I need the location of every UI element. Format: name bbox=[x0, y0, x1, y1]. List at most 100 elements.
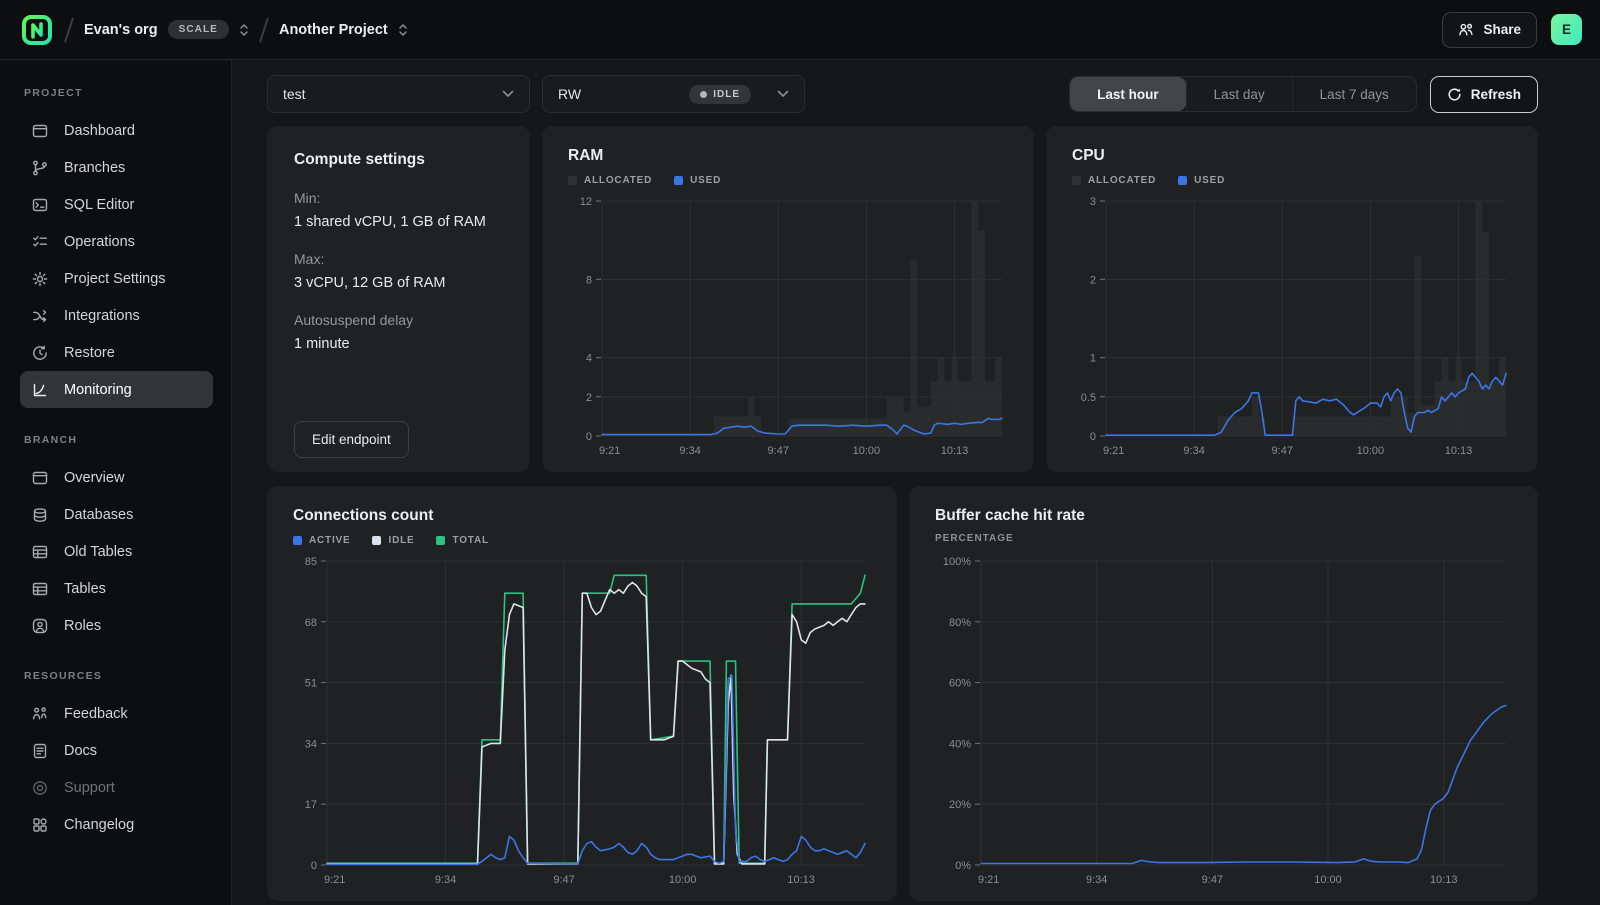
autosuspend-label: Autosuspend delay bbox=[294, 312, 414, 328]
sidebar-section: PROJECT Dashboard Branches SQL Editor Operat… bbox=[20, 87, 213, 408]
sidebar-item-overview[interactable]: Overview bbox=[20, 459, 213, 496]
sidebar-item-label: Databases bbox=[64, 506, 134, 523]
svg-text:9:34: 9:34 bbox=[1086, 874, 1107, 886]
sidebar-item-label: Tables bbox=[64, 580, 106, 597]
main-content: test RW IDLE Last hour Last day Last 7 d… bbox=[233, 61, 1600, 905]
svg-text:0%: 0% bbox=[955, 860, 971, 872]
branch-select[interactable]: test bbox=[267, 75, 530, 113]
sidebar-item-old-tables[interactable]: Old Tables bbox=[20, 533, 213, 570]
svg-text:0: 0 bbox=[311, 860, 317, 872]
compute-min-label: Min: bbox=[294, 190, 321, 206]
sidebar-item-label: Branches bbox=[64, 159, 126, 176]
buffer-cache-chart-card: Buffer cache hit rate PERCENTAGE 0% 20% 40… bbox=[909, 486, 1538, 901]
sidebar-item-label: Integrations bbox=[64, 307, 140, 324]
ram-chart-plot: 0 2 4 8 12 9:21 9:34 9:47 10:00 10:13 bbox=[568, 193, 1008, 462]
table-icon bbox=[31, 543, 49, 561]
sidebar-item-support[interactable]: Support bbox=[20, 769, 213, 806]
sidebar-item-feedback[interactable]: Feedback bbox=[20, 695, 213, 732]
neon-logo[interactable] bbox=[20, 13, 54, 47]
edit-endpoint-button[interactable]: Edit endpoint bbox=[294, 421, 409, 458]
share-button[interactable]: Share bbox=[1442, 11, 1537, 48]
sidebar-section-label: PROJECT bbox=[24, 87, 83, 99]
legend-item: IDLE bbox=[372, 533, 414, 547]
svg-text:68: 68 bbox=[305, 617, 317, 629]
endpoint-select[interactable]: RW IDLE bbox=[542, 75, 805, 113]
sidebar-section: BRANCH Overview Databases Old Tables Tables R… bbox=[20, 434, 213, 644]
project-selector-chevrons-icon[interactable] bbox=[398, 23, 408, 37]
refresh-label: Refresh bbox=[1470, 86, 1521, 102]
sidebar-item-project-settings[interactable]: Project Settings bbox=[20, 260, 213, 297]
svg-text:9:47: 9:47 bbox=[553, 874, 574, 886]
branch-select-value: test bbox=[283, 86, 306, 102]
sidebar-item-label: Changelog bbox=[64, 816, 135, 833]
svg-text:40%: 40% bbox=[949, 738, 971, 750]
share-label: Share bbox=[1483, 22, 1521, 37]
sidebar-item-roles[interactable]: Roles bbox=[20, 607, 213, 644]
svg-text:3: 3 bbox=[1090, 196, 1096, 208]
refresh-button[interactable]: Refresh bbox=[1429, 75, 1538, 113]
legend-item: USED bbox=[1178, 173, 1225, 187]
svg-text:8: 8 bbox=[586, 274, 592, 286]
chart-curve-icon bbox=[31, 381, 49, 399]
sidebar-item-integrations[interactable]: Integrations bbox=[20, 297, 213, 334]
circle-dot-icon bbox=[31, 779, 49, 797]
svg-text:80%: 80% bbox=[949, 617, 971, 629]
user-avatar[interactable]: E bbox=[1551, 14, 1582, 45]
compute-settings-title: Compute settings bbox=[294, 151, 425, 168]
connections-chart-card: Connections count ACTIVE IDLE TOTAL 0 17 34 5… bbox=[267, 486, 897, 901]
sidebar-item-label: Old Tables bbox=[64, 543, 133, 560]
sidebar-item-operations[interactable]: Operations bbox=[20, 223, 213, 260]
project-breadcrumb[interactable]: Another Project bbox=[279, 22, 408, 38]
org-breadcrumb[interactable]: Evan's org SCALE bbox=[84, 20, 249, 39]
project-name: Another Project bbox=[278, 21, 388, 38]
sidebar-item-sql-editor[interactable]: SQL Editor bbox=[20, 186, 213, 223]
checklist-icon bbox=[31, 233, 49, 251]
cpu-chart-card: CPU ALLOCATED USED 0 0.5 1 2 3 9:21 9:34 9:47 10:… bbox=[1046, 126, 1538, 472]
autosuspend-value: 1 minute bbox=[294, 336, 350, 352]
svg-text:85: 85 bbox=[305, 556, 317, 568]
svg-text:9:21: 9:21 bbox=[978, 874, 999, 886]
svg-text:9:21: 9:21 bbox=[1103, 445, 1124, 457]
sidebar-item-changelog[interactable]: Changelog bbox=[20, 806, 213, 843]
svg-text:10:13: 10:13 bbox=[787, 874, 815, 886]
svg-text:10:00: 10:00 bbox=[1314, 874, 1342, 886]
legend-swatch bbox=[1178, 175, 1188, 185]
time-range-last-hour[interactable]: Last hour bbox=[1070, 77, 1186, 111]
svg-text:10:13: 10:13 bbox=[1445, 445, 1473, 457]
time-range-segmented-control: Last hour Last day Last 7 days bbox=[1069, 76, 1417, 112]
table-icon bbox=[31, 580, 49, 598]
svg-text:9:21: 9:21 bbox=[324, 874, 345, 886]
legend-item: ACTIVE bbox=[293, 533, 350, 547]
time-range-last-7-days[interactable]: Last 7 days bbox=[1291, 77, 1416, 111]
chevron-down-icon bbox=[502, 90, 514, 98]
svg-text:4: 4 bbox=[586, 353, 592, 365]
org-selector-chevrons-icon[interactable] bbox=[239, 23, 249, 37]
svg-text:10:00: 10:00 bbox=[853, 445, 881, 457]
sidebar-item-label: Monitoring bbox=[64, 381, 132, 398]
sidebar-item-branches[interactable]: Branches bbox=[20, 149, 213, 186]
legend-swatch bbox=[568, 175, 577, 185]
sidebar-item-databases[interactable]: Databases bbox=[20, 496, 213, 533]
connections-chart-title: Connections count bbox=[293, 507, 434, 524]
endpoint-status-badge: IDLE bbox=[689, 84, 751, 104]
sidebar-item-monitoring[interactable]: Monitoring bbox=[20, 371, 213, 408]
legend-item: ALLOCATED bbox=[1072, 173, 1156, 187]
svg-text:9:47: 9:47 bbox=[1272, 445, 1293, 457]
breadcrumb-divider bbox=[64, 16, 74, 43]
sidebar-item-dashboard[interactable]: Dashboard bbox=[20, 112, 213, 149]
legend-label: ALLOCATED bbox=[584, 174, 653, 186]
status-dot-icon bbox=[700, 90, 708, 98]
sidebar-item-tables[interactable]: Tables bbox=[20, 570, 213, 607]
people-icon bbox=[31, 705, 49, 723]
endpoint-status-label: IDLE bbox=[713, 88, 740, 100]
svg-text:0.5: 0.5 bbox=[1081, 392, 1096, 404]
sidebar-item-restore[interactable]: Restore bbox=[20, 334, 213, 371]
buffer-cache-chart-title: Buffer cache hit rate bbox=[935, 507, 1085, 524]
svg-text:20%: 20% bbox=[949, 799, 971, 811]
sidebar-item-label: Operations bbox=[64, 233, 135, 250]
monitoring-toolbar: test RW IDLE Last hour Last day Last 7 d… bbox=[267, 75, 1538, 113]
legend-swatch bbox=[293, 535, 302, 545]
legend-label: USED bbox=[690, 174, 722, 186]
sidebar-item-docs[interactable]: Docs bbox=[20, 732, 213, 769]
time-range-last-day[interactable]: Last day bbox=[1185, 77, 1292, 111]
